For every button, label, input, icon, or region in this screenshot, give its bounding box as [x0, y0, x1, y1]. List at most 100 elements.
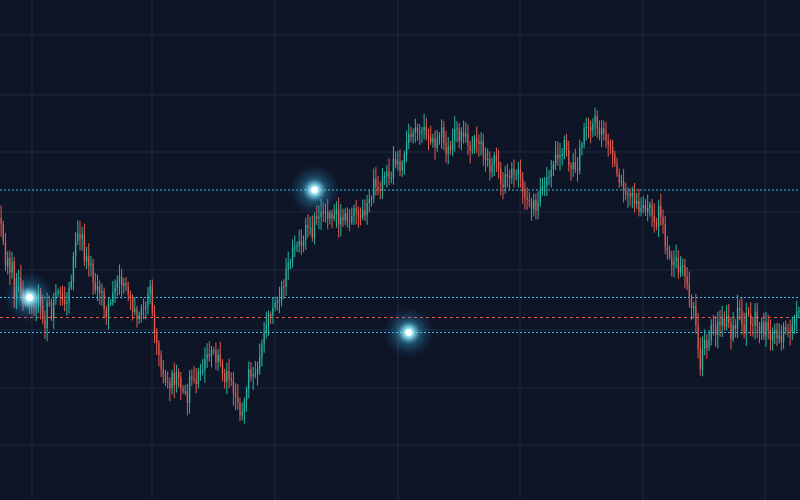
candle-body	[326, 211, 329, 219]
candle	[307, 213, 309, 238]
candle-body	[302, 240, 305, 246]
candle	[649, 201, 651, 217]
candle-body	[756, 311, 758, 327]
candle	[745, 302, 748, 347]
candle	[552, 161, 555, 177]
candle-body	[447, 146, 449, 154]
candle-body	[504, 174, 506, 187]
candle	[557, 141, 559, 166]
candle-body	[368, 199, 371, 203]
candle-body	[94, 283, 97, 291]
glow-core	[311, 186, 319, 194]
candle-body	[736, 308, 739, 329]
candle-body	[305, 225, 307, 240]
candle	[710, 318, 712, 346]
candle	[451, 128, 454, 156]
candle	[55, 284, 57, 305]
candle	[677, 250, 680, 280]
candle	[101, 283, 103, 306]
candle-body	[664, 224, 666, 247]
candle	[427, 128, 430, 151]
candle	[432, 133, 434, 148]
candle	[386, 164, 388, 188]
candle-body	[489, 159, 491, 172]
candle	[412, 128, 414, 144]
candle-body	[620, 181, 623, 183]
candle	[309, 216, 311, 236]
candle-body	[125, 283, 127, 286]
candle-body	[68, 287, 70, 303]
candle-body	[357, 211, 360, 215]
candle	[471, 136, 474, 155]
candle	[741, 297, 743, 335]
candle-body	[471, 149, 474, 151]
candle-body	[568, 150, 570, 165]
candle-body	[199, 372, 202, 374]
candle-body	[796, 312, 798, 319]
glow-marker	[288, 164, 341, 216]
candle-body	[81, 234, 83, 239]
candle	[399, 149, 401, 177]
candle	[618, 168, 620, 189]
candle	[147, 287, 149, 315]
candle-body	[596, 116, 598, 129]
candle-body	[583, 128, 585, 145]
candle-body	[0, 218, 2, 224]
candle	[394, 151, 397, 169]
candle	[690, 294, 693, 321]
candle	[699, 337, 701, 376]
candle-body	[414, 128, 417, 133]
candle-body	[491, 165, 493, 172]
candle-body	[677, 257, 680, 273]
candle	[153, 305, 156, 343]
candle-body	[147, 294, 149, 307]
candle	[631, 186, 634, 209]
candle-body	[136, 308, 138, 320]
candle-body	[741, 310, 743, 325]
candle-body	[405, 143, 408, 154]
candle	[524, 181, 526, 210]
candle-body	[158, 343, 160, 355]
candle-body	[188, 376, 191, 403]
candle	[500, 162, 502, 196]
candle	[182, 384, 184, 395]
candle	[259, 343, 261, 375]
candle-body	[627, 193, 629, 195]
candle-body	[333, 214, 335, 219]
candle-body	[640, 208, 642, 212]
candle-body	[476, 138, 478, 141]
candle-body	[421, 130, 423, 133]
candle-body	[712, 325, 715, 327]
candle-body	[502, 184, 504, 187]
candle-body	[316, 216, 318, 219]
candle-body	[465, 133, 467, 137]
candle-body	[585, 127, 588, 129]
candle	[109, 298, 112, 307]
candle-body	[311, 227, 314, 238]
candle	[486, 148, 489, 167]
candle	[206, 343, 208, 368]
candle	[302, 235, 305, 253]
candle	[197, 367, 200, 389]
candle	[230, 372, 232, 386]
candle	[114, 279, 116, 303]
candle-body	[197, 372, 200, 384]
candle	[489, 151, 491, 181]
candle-body	[493, 155, 495, 166]
candle	[697, 312, 699, 359]
candle-body	[241, 412, 243, 416]
candle-body	[515, 174, 517, 176]
candle-body	[440, 127, 443, 137]
candle-body	[565, 140, 568, 150]
candle	[587, 117, 590, 139]
candle	[504, 165, 506, 194]
candle-body	[276, 301, 278, 303]
candle	[673, 250, 675, 278]
candle	[419, 123, 421, 145]
candle	[543, 177, 546, 197]
candle	[526, 187, 528, 210]
candle-body	[603, 128, 605, 134]
candle	[640, 197, 642, 217]
candle	[219, 341, 221, 367]
candle	[390, 171, 392, 184]
